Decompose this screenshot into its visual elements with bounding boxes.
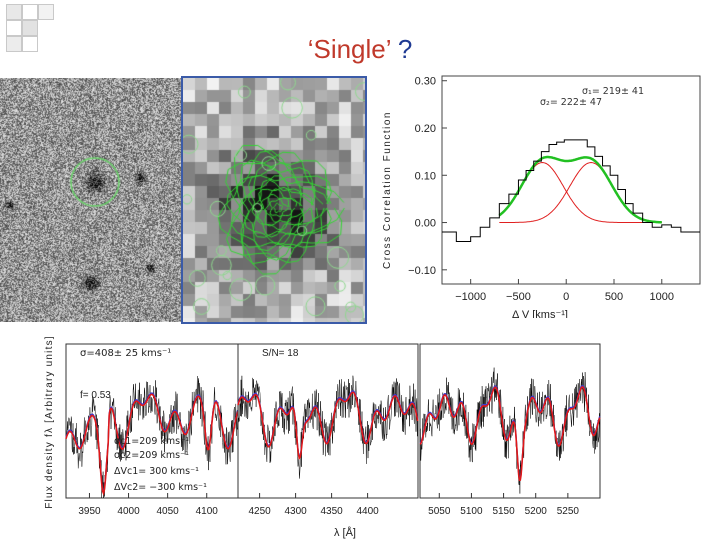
spectrum-x-tick-label: 5150 bbox=[492, 506, 515, 517]
decor-square bbox=[38, 4, 54, 20]
ccf-plot-frame bbox=[441, 75, 701, 285]
spectrum-panel-frame bbox=[419, 343, 601, 499]
decor-square bbox=[6, 20, 22, 36]
spectrum-x-tick-label: 4100 bbox=[196, 506, 219, 517]
spectrum-chart: Flux density fλ [Arbitrary units] λ [Å] … bbox=[44, 335, 601, 539]
annot-sigma: σ=408± 25 kms⁻¹ bbox=[80, 348, 171, 359]
galaxy-image bbox=[0, 78, 182, 322]
spectrum-x-tick-label: 3950 bbox=[78, 506, 101, 517]
spectrum-x-tick-label: 5250 bbox=[557, 506, 580, 517]
annot-sigma-c2: σc2=209 kms⁻¹ bbox=[114, 450, 189, 461]
ccf-y-tick-label: −0.10 bbox=[408, 265, 436, 277]
spectrum-panel-2: 4250 4300 4350 4400 bbox=[237, 343, 419, 517]
spectrum-x-tick-label: 5050 bbox=[428, 506, 451, 517]
spectrum-x-tick-label: 4350 bbox=[320, 506, 343, 517]
spectrum-panel-frame bbox=[237, 343, 419, 499]
ccf-y-axis-label: Cross Correlation Function bbox=[382, 111, 393, 269]
ccf-y-tick-label: 0.00 bbox=[415, 218, 436, 230]
model-red-line bbox=[65, 393, 239, 496]
ccf-step-line bbox=[442, 139, 700, 242]
spectrum-x-tick-label: 4250 bbox=[248, 506, 271, 517]
title-single: ‘Single’ bbox=[307, 34, 391, 64]
ccf-x-tick-label: 0 bbox=[563, 291, 569, 303]
ccf-annotation-sigma1: σ₁= 219± 41 bbox=[582, 86, 644, 97]
annot-sigma-c1: σc1=209 kms⁻¹ bbox=[114, 436, 189, 447]
observed-spectrum-line bbox=[237, 375, 418, 479]
decor-square bbox=[22, 36, 38, 52]
ccf-annotation-sigma2: σ₂= 222± 47 bbox=[540, 97, 602, 108]
spectrum-x-tick-label: 5100 bbox=[460, 506, 483, 517]
spectrum-panel-3: 5050 5100 5150 5200 5250 bbox=[419, 343, 601, 517]
spectrum-x-tick-label: 4000 bbox=[117, 506, 140, 517]
model-red-line bbox=[237, 391, 419, 460]
ccf-x-axis-label: Δ V [kms⁻¹] bbox=[512, 309, 568, 318]
spectrum-x-tick-label: 4300 bbox=[284, 506, 307, 517]
annot-sn: S/N= 18 bbox=[262, 348, 299, 359]
spectrum-x-tick-label: 4400 bbox=[356, 506, 379, 517]
model-red-line bbox=[419, 386, 601, 482]
spectrum-x-tick-label: 5200 bbox=[525, 506, 548, 517]
spectrum-x-axis-label: λ [Å] bbox=[334, 526, 356, 539]
ccf-fit-total bbox=[498, 155, 662, 224]
zoomed-galaxy-image bbox=[181, 76, 367, 324]
spectrum-y-axis-label: Flux density fλ [Arbitrary units] bbox=[44, 335, 55, 509]
ccf-x-tick-label: −500 bbox=[506, 291, 531, 303]
ccf-y-tick-label: 0.20 bbox=[415, 123, 436, 135]
ccf-x-tick-label: −1000 bbox=[455, 291, 486, 303]
decor-square bbox=[22, 4, 38, 20]
decor-square bbox=[6, 4, 22, 20]
annot-dv-c1: ΔVc1= 300 kms⁻¹ bbox=[114, 466, 199, 477]
ccf-x-tick-label: 1000 bbox=[650, 291, 674, 303]
slide-title: ‘Single’ ? bbox=[0, 34, 720, 65]
annot-dv-c2: ΔVc2= −300 kms⁻¹ bbox=[114, 482, 207, 493]
ccf-y-tick-label: 0.10 bbox=[415, 170, 436, 182]
ccf-y-tick-label: 0.30 bbox=[415, 76, 436, 88]
annot-f: f= 0.53 bbox=[80, 390, 111, 401]
decor-square bbox=[22, 20, 38, 36]
decor-square bbox=[6, 36, 22, 52]
spectrum-x-tick-label: 4050 bbox=[157, 506, 180, 517]
ccf-chart: Cross Correlation Function Δ V [kms⁻¹] σ… bbox=[382, 75, 701, 318]
title-question-mark: ? bbox=[397, 34, 413, 64]
ccf-x-tick-label: 500 bbox=[605, 291, 623, 303]
